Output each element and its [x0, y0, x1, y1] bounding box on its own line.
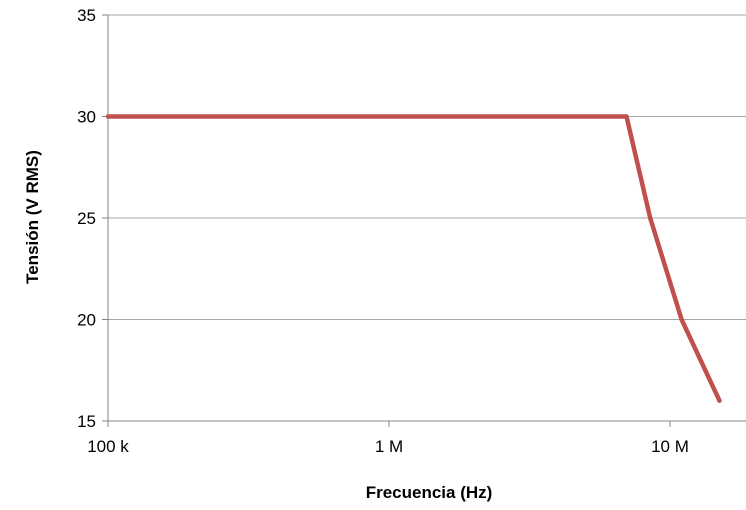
y-axis-title: Tensión (V RMS): [23, 150, 42, 284]
x-tick-label: 100 k: [87, 437, 129, 456]
y-tick-label: 20: [77, 311, 96, 330]
x-tick-label: 1 M: [375, 437, 403, 456]
x-tick-label: 10 M: [651, 437, 689, 456]
x-axis-title: Frecuencia (Hz): [366, 483, 493, 502]
y-tick-label: 15: [77, 412, 96, 431]
series-line: [105, 114, 722, 403]
y-tick-label: 30: [77, 108, 96, 127]
y-tick-label: 25: [77, 209, 96, 228]
y-tick-label: 35: [77, 6, 96, 25]
